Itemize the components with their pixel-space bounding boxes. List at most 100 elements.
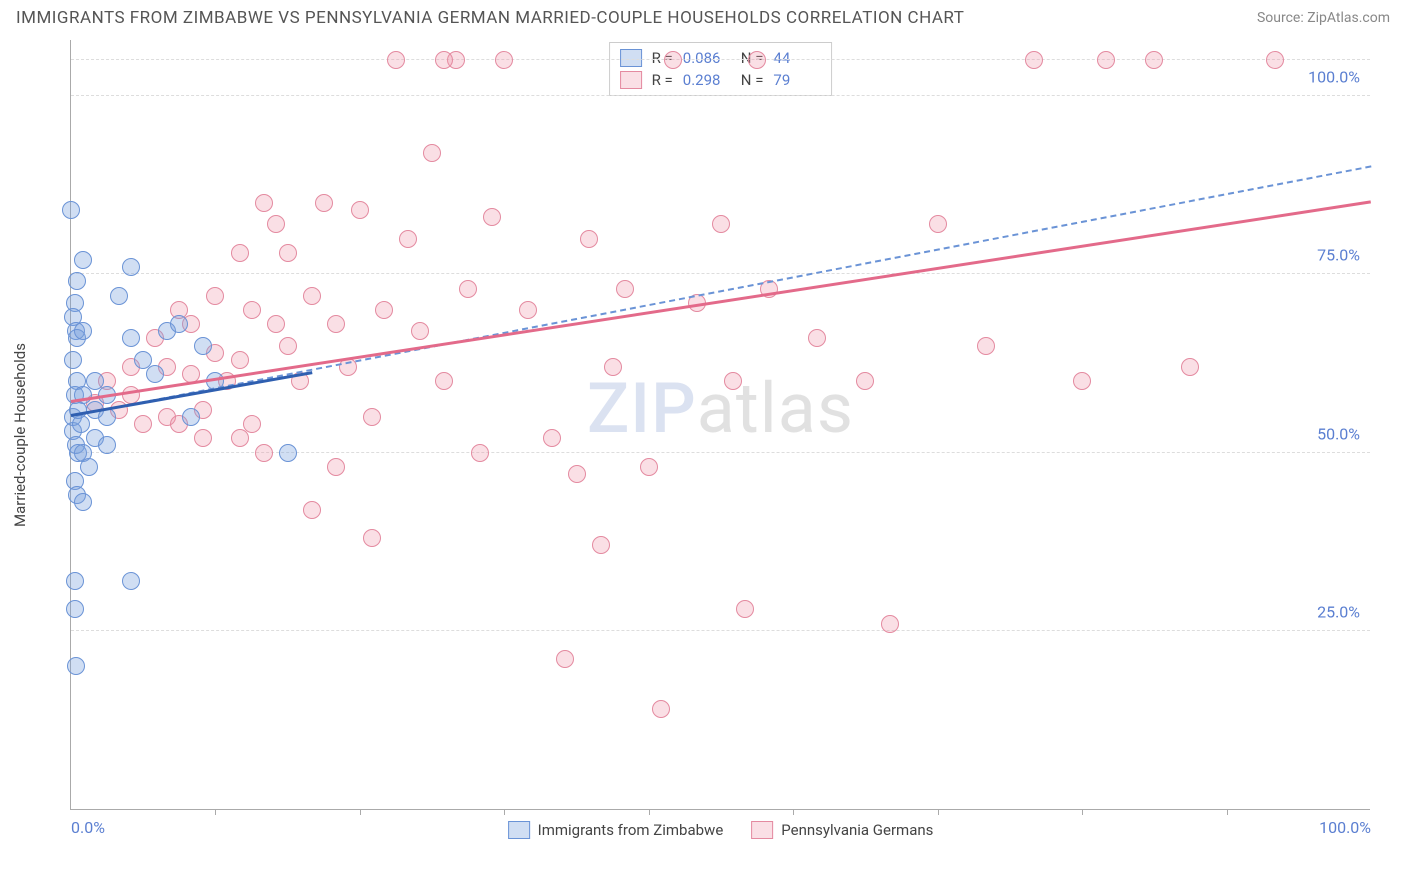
data-point-pink	[736, 600, 754, 618]
chart-title: IMMIGRANTS FROM ZIMBABWE VS PENNSYLVANIA…	[16, 8, 964, 28]
y-tick-label: 50.0%	[1317, 424, 1360, 443]
swatch-blue	[620, 49, 642, 67]
data-point-pink	[1025, 51, 1043, 69]
r-value-blue: 0.086	[683, 49, 731, 67]
data-point-pink	[1266, 51, 1284, 69]
data-point-pink	[568, 465, 586, 483]
data-point-pink	[652, 700, 670, 718]
data-point-pink	[399, 230, 417, 248]
data-point-pink	[327, 458, 345, 476]
n-value-blue: 44	[773, 49, 821, 67]
data-point-pink	[712, 215, 730, 233]
data-point-pink	[231, 429, 249, 447]
swatch-blue	[508, 821, 530, 839]
data-point-blue	[122, 572, 140, 590]
data-point-blue	[110, 287, 128, 305]
data-point-blue	[80, 458, 98, 476]
data-point-blue	[67, 657, 85, 675]
data-point-blue	[62, 201, 80, 219]
data-point-pink	[387, 51, 405, 69]
data-point-blue	[170, 315, 188, 333]
data-point-pink	[231, 244, 249, 262]
data-point-blue	[122, 329, 140, 347]
gridline	[71, 273, 1370, 274]
data-point-blue	[98, 436, 116, 454]
data-point-pink	[1097, 51, 1115, 69]
data-point-pink	[483, 208, 501, 226]
data-point-blue	[279, 444, 297, 462]
x-tick	[504, 809, 505, 815]
data-point-pink	[255, 194, 273, 212]
stats-legend-box: R = 0.086 N = 44 R = 0.298 N = 79	[609, 42, 833, 96]
data-point-pink	[134, 415, 152, 433]
data-point-pink	[363, 529, 381, 547]
x-tick	[360, 809, 361, 815]
data-point-pink	[315, 194, 333, 212]
data-point-pink	[724, 372, 742, 390]
data-point-pink	[231, 351, 249, 369]
n-value-pink: 79	[773, 71, 821, 89]
data-point-pink	[592, 536, 610, 554]
data-point-pink	[363, 408, 381, 426]
stats-row-blue: R = 0.086 N = 44	[620, 47, 822, 69]
data-point-pink	[459, 280, 477, 298]
legend-item-blue: Immigrants from Zimbabwe	[508, 821, 724, 839]
swatch-pink	[751, 821, 773, 839]
data-point-blue	[182, 408, 200, 426]
data-point-pink	[435, 51, 453, 69]
plot-area: ZIPatlas R = 0.086 N = 44 R = 0.298 N = …	[70, 40, 1370, 810]
data-point-pink	[435, 372, 453, 390]
data-point-blue	[74, 493, 92, 511]
data-point-pink	[495, 51, 513, 69]
n-label: N =	[741, 71, 764, 89]
source-attribution: Source: ZipAtlas.com	[1257, 10, 1390, 26]
data-point-pink	[664, 51, 682, 69]
data-point-blue	[122, 258, 140, 276]
r-value-pink: 0.298	[683, 71, 731, 89]
x-tick-label: 100.0%	[1319, 818, 1371, 837]
data-point-blue	[66, 572, 84, 590]
y-tick-label: 25.0%	[1317, 602, 1360, 621]
data-point-pink	[423, 144, 441, 162]
data-point-pink	[556, 650, 574, 668]
data-point-pink	[640, 458, 658, 476]
x-tick	[649, 809, 650, 815]
x-tick	[793, 809, 794, 815]
data-point-pink	[616, 280, 634, 298]
data-point-pink	[977, 337, 995, 355]
data-point-pink	[243, 301, 261, 319]
data-point-pink	[279, 337, 297, 355]
swatch-pink	[620, 71, 642, 89]
data-point-pink	[243, 415, 261, 433]
y-axis-label: Married-couple Households	[11, 343, 29, 527]
data-point-pink	[327, 315, 345, 333]
data-point-pink	[194, 429, 212, 447]
x-tick	[1227, 809, 1228, 815]
data-point-pink	[351, 201, 369, 219]
r-label: R =	[652, 71, 673, 89]
gridline	[71, 59, 1370, 60]
x-tick-label: 0.0%	[71, 818, 105, 837]
chart-container: Married-couple Households ZIPatlas R = 0…	[50, 40, 1390, 830]
data-point-pink	[929, 215, 947, 233]
data-point-pink	[375, 301, 393, 319]
data-point-blue	[74, 251, 92, 269]
data-point-blue	[194, 337, 212, 355]
data-point-blue	[74, 322, 92, 340]
data-point-pink	[279, 244, 297, 262]
data-point-pink	[303, 501, 321, 519]
y-tick-label: 75.0%	[1317, 246, 1360, 265]
data-point-pink	[881, 615, 899, 633]
gridline	[71, 630, 1370, 631]
x-tick	[938, 809, 939, 815]
y-tick-label: 100.0%	[1308, 68, 1360, 87]
data-point-pink	[604, 358, 622, 376]
x-tick	[1082, 809, 1083, 815]
watermark-atlas: atlas	[697, 368, 854, 450]
data-point-pink	[748, 51, 766, 69]
legend-label-blue: Immigrants from Zimbabwe	[538, 821, 724, 839]
data-point-pink	[1181, 358, 1199, 376]
data-point-pink	[411, 322, 429, 340]
x-tick	[215, 809, 216, 815]
bottom-legend: Immigrants from Zimbabwe Pennsylvania Ge…	[508, 821, 934, 839]
